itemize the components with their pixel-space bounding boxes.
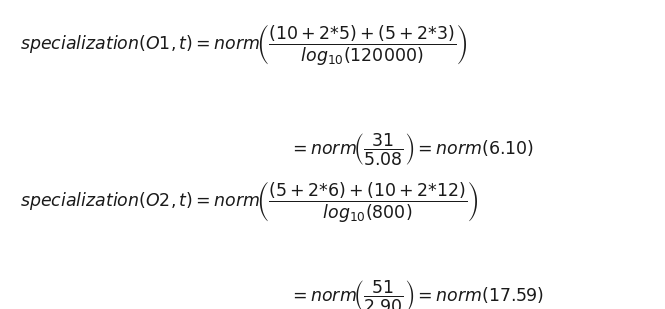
Text: $\mathit{specialization}(O2,t) = \mathit{norm}\!\left(\dfrac{(5+2{*}6)+(10+2{*}1: $\mathit{specialization}(O2,t) = \mathit… xyxy=(20,179,479,224)
Text: $= \mathit{norm}\!\left(\dfrac{51}{2.90}\right) = \mathit{norm}(17.59)$: $= \mathit{norm}\!\left(\dfrac{51}{2.90}… xyxy=(289,278,545,309)
Text: $\mathit{specialization}(O1,t) = \mathit{norm}\!\left(\dfrac{(10+2{*}5)+(5+2{*}3: $\mathit{specialization}(O1,t) = \mathit… xyxy=(20,22,467,67)
Text: $= \mathit{norm}\!\left(\dfrac{31}{5.08}\right) = \mathit{norm}(6.10)$: $= \mathit{norm}\!\left(\dfrac{31}{5.08}… xyxy=(289,131,535,167)
